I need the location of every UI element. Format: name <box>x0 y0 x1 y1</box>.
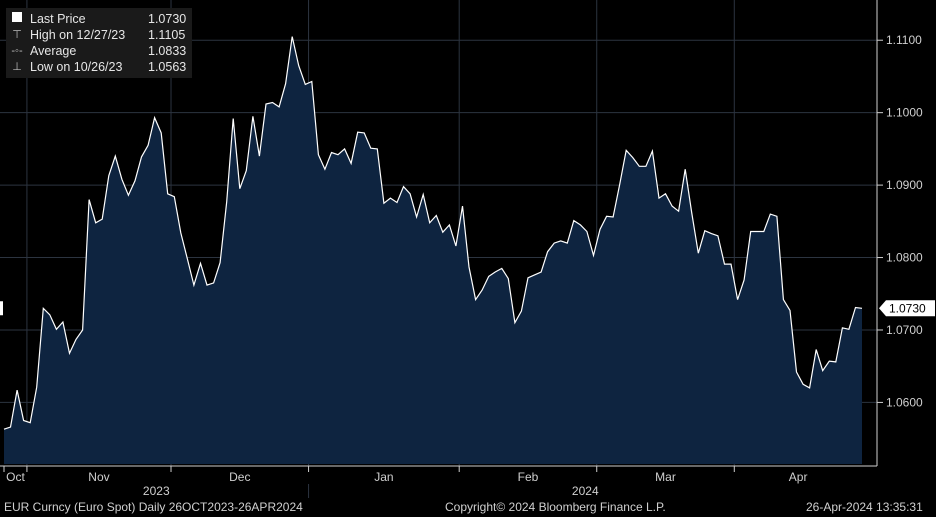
x-month-label: Jan <box>374 470 393 484</box>
price-line <box>3 36 863 430</box>
left-edge-marker <box>0 301 3 316</box>
x-month-label: Dec <box>229 470 250 484</box>
low-marker-icon: ⊥ <box>12 61 22 73</box>
y-tick-label: 1.0900 <box>886 178 923 192</box>
average-marker-icon: -◦- <box>11 45 23 57</box>
legend: Last Price 1.0730 ⊤ High on 12/27/23 1.1… <box>6 8 193 78</box>
footer-timestamp: 26-Apr-2024 13:35:31 <box>806 500 923 514</box>
last-price-tag <box>879 300 935 317</box>
legend-high-label: High on 12/27/23 <box>30 28 126 42</box>
y-tick-label: 1.1000 <box>886 106 923 120</box>
footer-copyright: Copyright© 2024 Bloomberg Finance L.P. <box>445 500 666 514</box>
x-axis: Oct Nov Dec Jan Feb Mar Apr 2023 2024 <box>0 465 877 498</box>
legend-low: ⊥ Low on 10/26/23 1.0563 <box>10 59 186 75</box>
x-month-label: Mar <box>655 470 676 484</box>
legend-last-price: Last Price 1.0730 <box>10 11 186 27</box>
legend-average-label: Average <box>30 44 77 58</box>
legend-high: ⊤ High on 12/27/23 1.1105 <box>10 27 186 43</box>
last-price-marker: 1.0730 <box>0 300 935 317</box>
y-tick-label: 1.0600 <box>886 395 923 409</box>
legend-low-label: Low on 10/26/23 <box>30 60 123 74</box>
y-axis: 1.0600 1.0700 1.0800 1.0900 1.1000 1.1100 <box>876 0 923 466</box>
y-tick-label: 1.0800 <box>886 251 923 265</box>
footer-ticker: EUR Curncy (Euro Spot) Daily 26OCT2023-2… <box>4 500 303 514</box>
legend-average-value: 1.0833 <box>148 44 187 58</box>
high-marker-icon: ⊤ <box>12 29 22 41</box>
legend-average: -◦- Average 1.0833 <box>10 43 186 59</box>
price-area <box>4 36 862 464</box>
x-month-label: Oct <box>6 470 25 484</box>
legend-last-price-value: 1.0730 <box>148 12 187 26</box>
x-month-label: Feb <box>518 470 539 484</box>
last-price-swatch-icon <box>10 11 24 27</box>
x-year-label: 2024 <box>572 484 599 498</box>
x-month-label: Apr <box>789 470 808 484</box>
x-month-label: Nov <box>88 470 109 484</box>
legend-high-value: 1.1105 <box>148 28 186 42</box>
y-tick-label: 1.0700 <box>886 323 923 337</box>
legend-last-price-label: Last Price <box>30 12 86 26</box>
x-year-label: 2023 <box>143 484 170 498</box>
last-price-tag-label: 1.0730 <box>889 301 926 315</box>
y-tick-label: 1.1100 <box>886 33 922 47</box>
legend-low-value: 1.0563 <box>148 60 187 74</box>
